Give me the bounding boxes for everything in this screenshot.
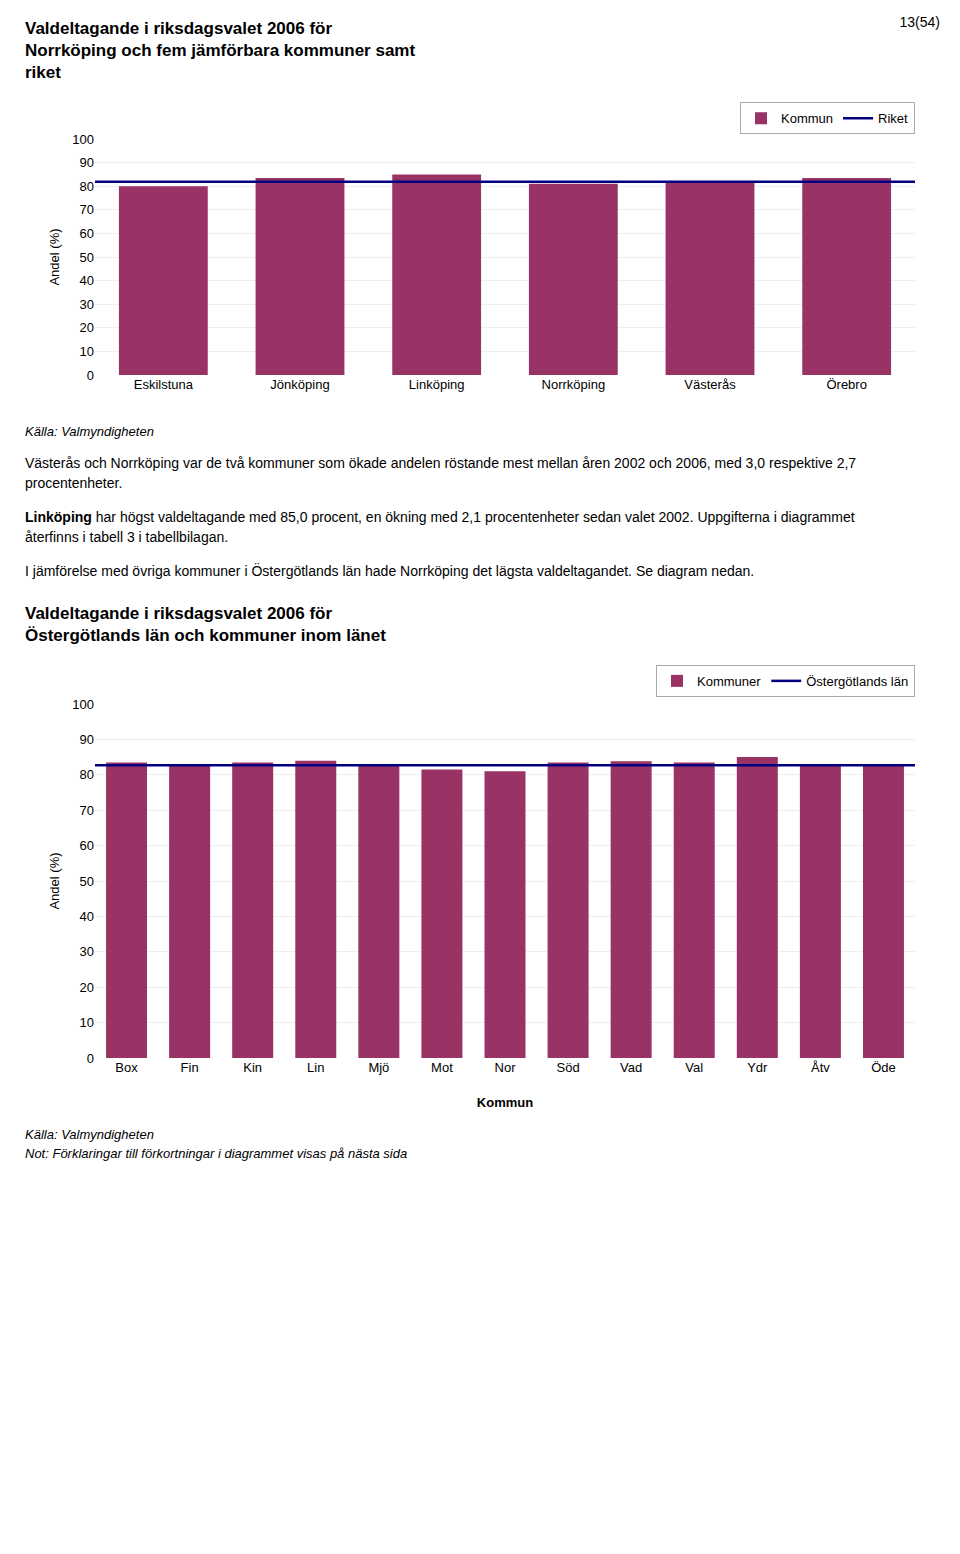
svg-text:Norrköping: Norrköping [542,377,606,392]
svg-text:90: 90 [80,155,94,170]
svg-text:Kommun: Kommun [781,111,833,126]
svg-text:Mjö: Mjö [368,1060,389,1075]
svg-text:Jönköping: Jönköping [270,377,329,392]
svg-text:Lin: Lin [307,1060,324,1075]
svg-text:Västerås: Västerås [684,377,736,392]
svg-text:Andel (%): Andel (%) [47,228,62,285]
svg-text:Riket: Riket [878,111,908,126]
svg-text:50: 50 [80,874,94,889]
svg-text:40: 40 [80,273,94,288]
svg-text:Ydr: Ydr [747,1060,768,1075]
svg-text:Östergötlands län: Östergötlands län [806,674,908,689]
svg-text:Fin: Fin [181,1060,199,1075]
html-text:Källa: Valmyndigheten: Källa: Valmyndigheten [25,1127,154,1142]
svg-text:20: 20 [80,320,94,335]
svg-text:30: 30 [80,297,94,312]
svg-text:60: 60 [80,838,94,853]
svg-text:30: 30 [80,944,94,959]
svg-text:Andel (%): Andel (%) [47,852,62,909]
html-text:Valdeltagande i riksdagsvalet: Valdeltagande i riksdagsvalet 2006 för N… [25,19,416,82]
svg-text:Kommuner: Kommuner [697,674,761,689]
svg-text:10: 10 [80,344,94,359]
svg-text:90: 90 [80,732,94,747]
html-text:Västerås och Norrköping var de: Västerås och Norrköping var de två kommu… [25,455,857,491]
svg-text:Kommun: Kommun [477,1095,533,1110]
svg-text:50: 50 [80,250,94,265]
svg-text:70: 70 [80,202,94,217]
svg-text:100: 100 [72,132,94,147]
svg-text:80: 80 [80,767,94,782]
html-text:Not: Förklaringar till förkort: Not: Förklaringar till förkortningar i d… [25,1146,408,1161]
svg-text:Linköping: Linköping [409,377,465,392]
svg-text:Eskilstuna: Eskilstuna [134,377,194,392]
svg-text:Box: Box [115,1060,138,1075]
svg-text:40: 40 [80,909,94,924]
svg-text:Kin: Kin [243,1060,262,1075]
svg-text:Åtv: Åtv [811,1060,830,1075]
svg-text:100: 100 [72,697,94,712]
svg-text:0: 0 [87,1051,94,1066]
html-text:Linköping har högst valdeltaga: Linköping har högst valdeltagande med 85… [25,509,855,545]
html-text:I jämförelse med övriga kommun: I jämförelse med övriga kommuner i Öster… [25,563,755,579]
html-text:Valdeltagande i riksdagsvalet: Valdeltagande i riksdagsvalet 2006 för Ö… [25,604,386,645]
svg-text:Val: Val [685,1060,703,1075]
svg-text:Örebro: Örebro [826,377,866,392]
svg-text:Söd: Söd [557,1060,580,1075]
svg-text:10: 10 [80,1015,94,1030]
svg-text:70: 70 [80,803,94,818]
svg-text:Nor: Nor [495,1060,517,1075]
svg-text:80: 80 [80,179,94,194]
svg-text:Öde: Öde [871,1060,896,1075]
svg-text:0: 0 [87,368,94,383]
html-text:13(54): 13(54) [899,14,940,30]
svg-text:Mot: Mot [431,1060,453,1075]
svg-text:20: 20 [80,980,94,995]
svg-text:Vad: Vad [620,1060,642,1075]
svg-text:60: 60 [80,226,94,241]
html-text:Källa: Valmyndigheten: Källa: Valmyndigheten [25,424,154,439]
